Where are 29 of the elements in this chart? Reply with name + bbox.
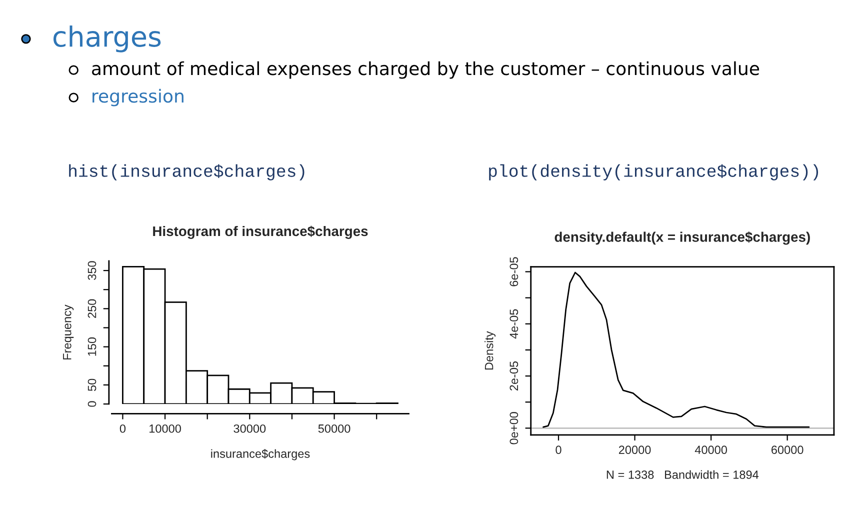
text: amount of medical expenses charged by the customer – continuous value bbox=[92, 61, 760, 79]
x-tick-label: 50000 bbox=[318, 424, 350, 433]
x-axis-title: insurance$charges bbox=[211, 449, 310, 460]
y-tick-label: 250 bbox=[88, 299, 96, 318]
y-tick-label: 150 bbox=[88, 337, 96, 356]
x-tick-label: 40000 bbox=[694, 446, 727, 454]
text: charges bbox=[53, 25, 161, 52]
y-tick-label: 0 bbox=[88, 401, 96, 407]
x-tick-label: 20000 bbox=[618, 446, 651, 454]
y-tick-label: 350 bbox=[88, 261, 96, 280]
chart-title: density.default(x = insurance$charges) bbox=[554, 231, 810, 245]
x-tick-label: 30000 bbox=[234, 424, 266, 433]
text: regression bbox=[92, 88, 184, 106]
x-tick-label: 0 bbox=[120, 424, 126, 433]
y-tick-label: 0e+00 bbox=[510, 412, 518, 444]
y-tick-label: 2e-05 bbox=[510, 361, 518, 391]
chart-title: Histogram of insurance$charges bbox=[153, 226, 368, 239]
x-tick-label: 60000 bbox=[772, 446, 804, 454]
x-tick-label: 0 bbox=[556, 446, 562, 454]
y-tick-label: 4e-05 bbox=[510, 309, 518, 339]
line-series bbox=[542, 272, 810, 428]
x-axis-title: N = 1338 Bandwidth = 1894 bbox=[606, 470, 759, 479]
y-tick-label: 6e-05 bbox=[510, 257, 518, 286]
x-tick-label: 10000 bbox=[150, 424, 181, 433]
y-axis-title: Frequency bbox=[63, 304, 74, 360]
text: hist(insurance$charges) bbox=[69, 164, 304, 180]
y-axis-title: Density bbox=[484, 331, 496, 370]
y-tick-label: 50 bbox=[88, 378, 96, 392]
text: plot(density(insurance$charges)) bbox=[489, 164, 818, 180]
